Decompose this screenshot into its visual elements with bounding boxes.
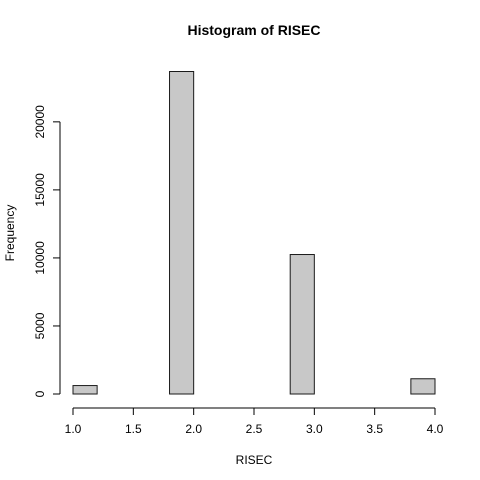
x-axis: 1.0 1.5 2.0 2.5 3.0 3.5 4.0 [65, 407, 444, 436]
y-axis-label: Frequency [3, 205, 17, 262]
y-tick-label: 0 [33, 390, 47, 397]
y-tick-label: 5000 [33, 312, 47, 339]
histogram-bar [169, 71, 195, 395]
x-tick-label: 1.0 [65, 422, 82, 436]
x-tick-label: 3.0 [306, 422, 323, 436]
x-tick-label: 1.5 [125, 422, 142, 436]
y-tick-label: 10000 [33, 241, 47, 275]
x-tick-label: 4.0 [427, 422, 444, 436]
bars-group [72, 71, 436, 395]
x-axis-label: RISEC [236, 453, 273, 467]
histogram-bar [72, 385, 98, 395]
chart-title: Histogram of RISEC [187, 22, 320, 38]
x-tick-label: 2.5 [246, 422, 263, 436]
y-tick-label: 15000 [33, 173, 47, 207]
y-axis: 0 5000 10000 15000 20000 [33, 105, 61, 397]
x-tick-label: 3.5 [366, 422, 383, 436]
histogram-bar [289, 254, 315, 395]
x-tick-label: 2.0 [185, 422, 202, 436]
histogram-bar [410, 378, 436, 395]
y-tick-label: 20000 [33, 105, 47, 139]
